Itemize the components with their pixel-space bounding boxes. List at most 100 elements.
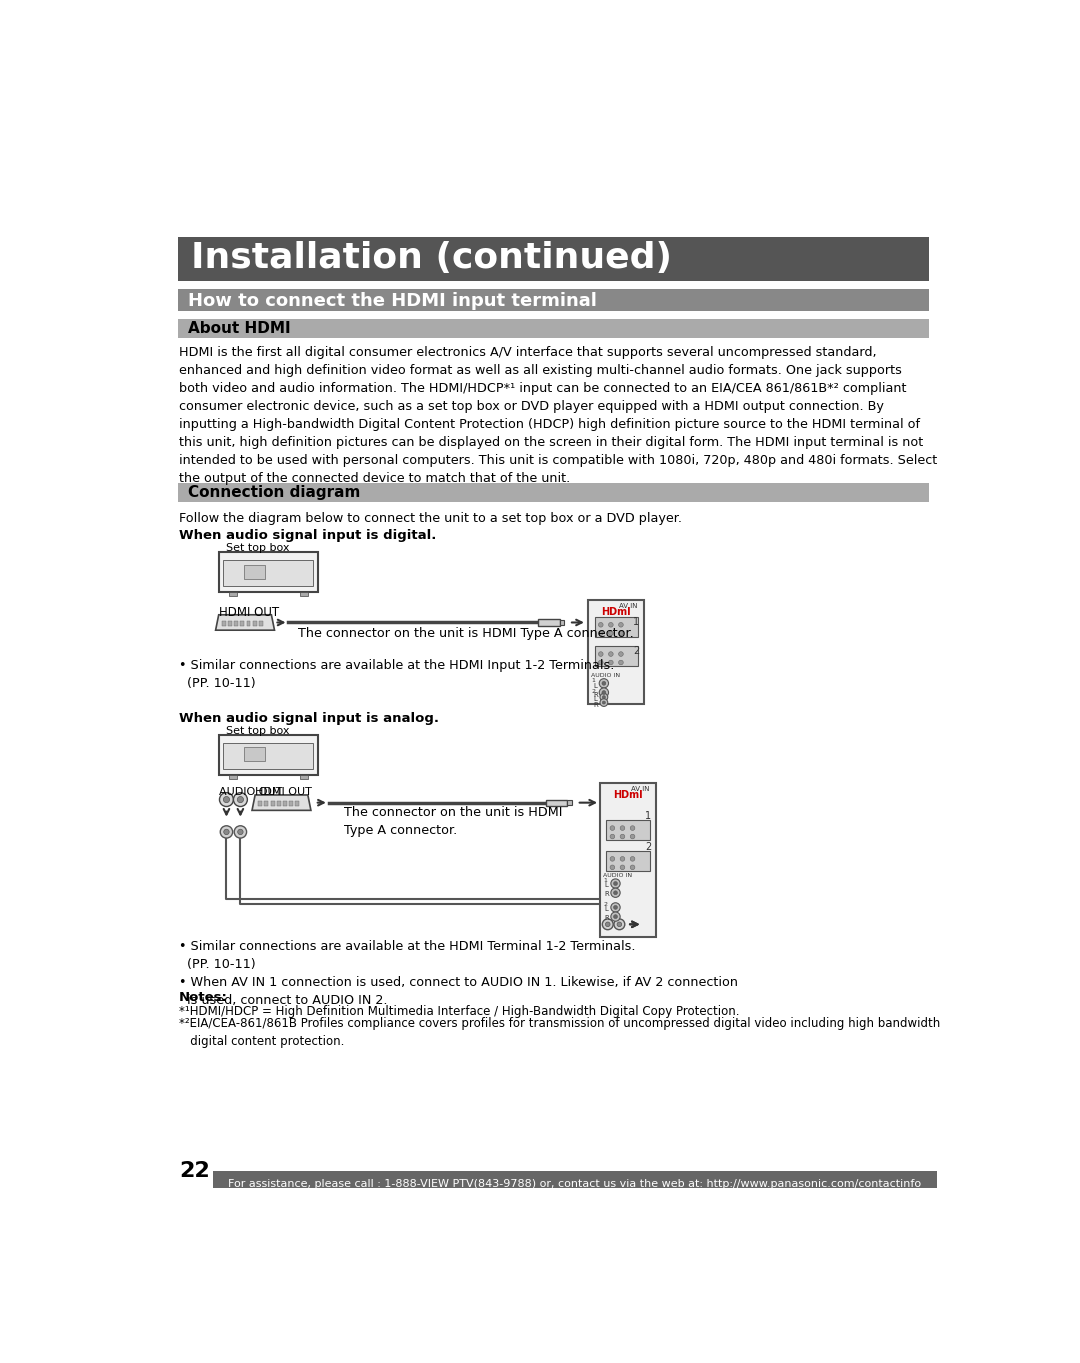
Bar bbox=[300, 776, 308, 778]
Text: 2: 2 bbox=[633, 646, 639, 657]
Bar bbox=[177, 289, 930, 311]
Circle shape bbox=[599, 679, 608, 688]
Text: When audio signal input is digital.: When audio signal input is digital. bbox=[179, 529, 436, 541]
Circle shape bbox=[219, 793, 233, 807]
Text: L: L bbox=[593, 683, 597, 688]
Circle shape bbox=[610, 866, 615, 870]
Circle shape bbox=[606, 921, 610, 927]
Bar bbox=[177, 483, 930, 502]
Polygon shape bbox=[252, 795, 311, 811]
Circle shape bbox=[608, 660, 613, 665]
Circle shape bbox=[631, 866, 635, 870]
Circle shape bbox=[613, 905, 618, 909]
Text: • Similar connections are available at the HDMI Input 1-2 Terminals.
  (PP. 10-1: • Similar connections are available at t… bbox=[179, 658, 615, 690]
Text: The connector on the unit is HDMI
Type A connector.: The connector on the unit is HDMI Type A… bbox=[345, 806, 563, 837]
Text: Follow the diagram below to connect the unit to a set top box or a DVD player.: Follow the diagram below to connect the … bbox=[179, 511, 683, 525]
Bar bbox=[243, 747, 266, 761]
Circle shape bbox=[611, 912, 620, 921]
Bar bbox=[271, 801, 274, 806]
Text: L: L bbox=[605, 882, 608, 887]
Circle shape bbox=[620, 826, 625, 830]
Text: R: R bbox=[593, 702, 597, 707]
Bar bbox=[224, 743, 313, 769]
Circle shape bbox=[631, 856, 635, 861]
Bar bbox=[600, 784, 656, 938]
Circle shape bbox=[600, 699, 608, 706]
Text: 1: 1 bbox=[603, 878, 607, 883]
Text: R: R bbox=[605, 891, 609, 897]
Bar bbox=[300, 593, 308, 596]
Circle shape bbox=[608, 623, 613, 627]
Circle shape bbox=[611, 902, 620, 912]
Circle shape bbox=[598, 623, 603, 627]
Text: • Similar connections are available at the HDMI Terminal 1-2 Terminals.
  (PP. 1: • Similar connections are available at t… bbox=[179, 939, 738, 1007]
Circle shape bbox=[613, 915, 618, 919]
Text: 2: 2 bbox=[645, 842, 651, 852]
Text: AV IN: AV IN bbox=[620, 604, 638, 609]
Bar bbox=[606, 821, 649, 841]
Circle shape bbox=[613, 919, 625, 930]
Circle shape bbox=[631, 826, 635, 830]
Circle shape bbox=[617, 921, 622, 927]
Text: L: L bbox=[593, 696, 597, 702]
Bar bbox=[253, 622, 257, 626]
Bar bbox=[606, 851, 649, 871]
Circle shape bbox=[233, 793, 247, 807]
Circle shape bbox=[620, 856, 625, 861]
Bar bbox=[241, 622, 244, 626]
Text: About HDMI: About HDMI bbox=[188, 320, 291, 335]
Bar bbox=[228, 622, 232, 626]
Circle shape bbox=[619, 660, 623, 665]
Bar bbox=[221, 622, 226, 626]
Bar bbox=[177, 237, 930, 281]
Circle shape bbox=[603, 695, 606, 699]
Text: Connection diagram: Connection diagram bbox=[188, 485, 360, 500]
Circle shape bbox=[619, 631, 623, 635]
Circle shape bbox=[600, 694, 608, 701]
Text: Notes:: Notes: bbox=[179, 991, 228, 1005]
Circle shape bbox=[220, 826, 232, 838]
Circle shape bbox=[610, 856, 615, 861]
Text: Set top box: Set top box bbox=[227, 726, 289, 736]
Text: When audio signal input is analog.: When audio signal input is analog. bbox=[179, 711, 440, 725]
Polygon shape bbox=[216, 615, 274, 630]
Text: R: R bbox=[605, 915, 609, 921]
Circle shape bbox=[598, 652, 603, 657]
Text: AUDIO OUT: AUDIO OUT bbox=[218, 788, 282, 797]
Text: How to connect the HDMI input terminal: How to connect the HDMI input terminal bbox=[188, 292, 596, 311]
Circle shape bbox=[224, 796, 230, 803]
Circle shape bbox=[610, 826, 615, 830]
Bar bbox=[234, 622, 238, 626]
Bar bbox=[218, 735, 318, 776]
Polygon shape bbox=[567, 800, 572, 806]
Bar bbox=[595, 646, 638, 665]
Text: 2: 2 bbox=[603, 902, 607, 906]
Text: HDMI OUT: HDMI OUT bbox=[255, 788, 312, 797]
Bar bbox=[276, 801, 281, 806]
Polygon shape bbox=[559, 620, 565, 624]
Circle shape bbox=[602, 691, 606, 695]
Circle shape bbox=[613, 882, 618, 886]
Text: HDmI: HDmI bbox=[602, 607, 631, 617]
Bar bbox=[296, 801, 299, 806]
Circle shape bbox=[619, 623, 623, 627]
Text: 1: 1 bbox=[592, 677, 595, 683]
Bar bbox=[289, 801, 293, 806]
Circle shape bbox=[234, 826, 246, 838]
Circle shape bbox=[611, 879, 620, 889]
Bar bbox=[259, 622, 262, 626]
Bar bbox=[246, 622, 251, 626]
Circle shape bbox=[608, 631, 613, 635]
Text: 1: 1 bbox=[633, 617, 639, 627]
Text: HDmI: HDmI bbox=[613, 791, 643, 800]
Text: *¹HDMI/HDCP = High Definition Multimedia Interface / High-Bandwidth Digital Copy: *¹HDMI/HDCP = High Definition Multimedia… bbox=[179, 1005, 740, 1018]
Text: R: R bbox=[593, 692, 597, 698]
Text: For assistance, please call : 1-888-VIEW PTV(843-9788) or, contact us via the we: For assistance, please call : 1-888-VIEW… bbox=[228, 1179, 921, 1189]
Polygon shape bbox=[545, 800, 567, 806]
Bar bbox=[243, 564, 266, 578]
Circle shape bbox=[224, 829, 229, 834]
Text: 2: 2 bbox=[592, 688, 595, 694]
Circle shape bbox=[613, 891, 618, 894]
Circle shape bbox=[598, 660, 603, 665]
Text: HDMI OUT: HDMI OUT bbox=[218, 605, 279, 619]
